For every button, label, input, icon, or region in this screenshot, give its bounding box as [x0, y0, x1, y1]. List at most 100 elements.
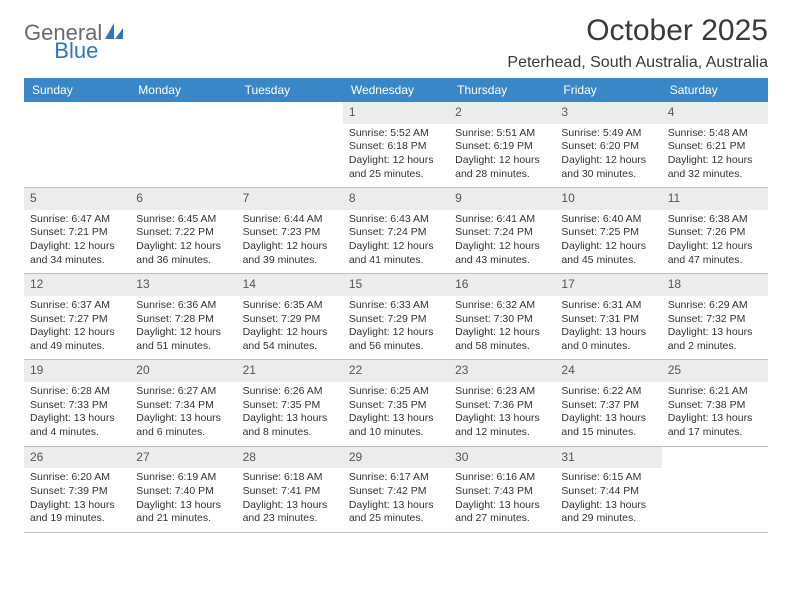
day-cell: 14Sunrise: 6:35 AMSunset: 7:29 PMDayligh…: [237, 274, 343, 359]
daylight1-text: Daylight: 13 hours: [455, 412, 549, 426]
daylight1-text: Daylight: 13 hours: [561, 326, 655, 340]
day-header-friday: Friday: [555, 78, 661, 102]
sunrise-text: Sunrise: 6:47 AM: [30, 213, 124, 227]
day-cell: [24, 102, 130, 187]
sunset-text: Sunset: 7:38 PM: [668, 399, 762, 413]
sunset-text: Sunset: 7:30 PM: [455, 313, 549, 327]
sunset-text: Sunset: 7:40 PM: [136, 485, 230, 499]
day-number: 25: [662, 360, 768, 382]
sunset-text: Sunset: 7:32 PM: [668, 313, 762, 327]
title-block: October 2025 Peterhead, South Australia,…: [507, 14, 768, 72]
daylight1-text: Daylight: 13 hours: [455, 499, 549, 513]
day-number: 4: [662, 102, 768, 124]
daylight1-text: Daylight: 12 hours: [349, 154, 443, 168]
day-number: 10: [555, 188, 661, 210]
sunset-text: Sunset: 7:35 PM: [243, 399, 337, 413]
sunset-text: Sunset: 7:41 PM: [243, 485, 337, 499]
sunset-text: Sunset: 7:34 PM: [136, 399, 230, 413]
day-number: 27: [130, 447, 236, 469]
sunset-text: Sunset: 7:26 PM: [668, 226, 762, 240]
sunset-text: Sunset: 7:39 PM: [30, 485, 124, 499]
daylight1-text: Daylight: 12 hours: [136, 326, 230, 340]
day-details: Sunrise: 6:15 AMSunset: 7:44 PMDaylight:…: [555, 468, 661, 532]
day-cell: 7Sunrise: 6:44 AMSunset: 7:23 PMDaylight…: [237, 188, 343, 273]
day-number: 14: [237, 274, 343, 296]
day-number: 31: [555, 447, 661, 469]
day-cell: 26Sunrise: 6:20 AMSunset: 7:39 PMDayligh…: [24, 447, 130, 532]
day-number: 24: [555, 360, 661, 382]
sunrise-text: Sunrise: 6:31 AM: [561, 299, 655, 313]
sunrise-text: Sunrise: 5:48 AM: [668, 127, 762, 141]
day-number: 22: [343, 360, 449, 382]
daylight1-text: Daylight: 13 hours: [349, 499, 443, 513]
day-details: Sunrise: 6:41 AMSunset: 7:24 PMDaylight:…: [449, 210, 555, 274]
sunrise-text: Sunrise: 6:19 AM: [136, 471, 230, 485]
sunset-text: Sunset: 7:31 PM: [561, 313, 655, 327]
sunrise-text: Sunrise: 6:21 AM: [668, 385, 762, 399]
daylight2-text: and 41 minutes.: [349, 254, 443, 268]
daylight2-text: and 49 minutes.: [30, 340, 124, 354]
sunset-text: Sunset: 6:20 PM: [561, 140, 655, 154]
daylight2-text: and 54 minutes.: [243, 340, 337, 354]
sunrise-text: Sunrise: 6:36 AM: [136, 299, 230, 313]
day-details: Sunrise: 6:32 AMSunset: 7:30 PMDaylight:…: [449, 296, 555, 360]
sunrise-text: Sunrise: 5:51 AM: [455, 127, 549, 141]
daylight1-text: Daylight: 12 hours: [455, 326, 549, 340]
sunset-text: Sunset: 7:21 PM: [30, 226, 124, 240]
day-number: 17: [555, 274, 661, 296]
week-row: 12Sunrise: 6:37 AMSunset: 7:27 PMDayligh…: [24, 274, 768, 360]
sunset-text: Sunset: 7:43 PM: [455, 485, 549, 499]
sunset-text: Sunset: 7:35 PM: [349, 399, 443, 413]
day-header-tuesday: Tuesday: [237, 78, 343, 102]
daylight2-text: and 27 minutes.: [455, 512, 549, 526]
week-row: 19Sunrise: 6:28 AMSunset: 7:33 PMDayligh…: [24, 360, 768, 446]
day-header-wednesday: Wednesday: [343, 78, 449, 102]
daylight2-text: and 29 minutes.: [561, 512, 655, 526]
daylight2-text: and 0 minutes.: [561, 340, 655, 354]
sunset-text: Sunset: 7:28 PM: [136, 313, 230, 327]
sunrise-text: Sunrise: 6:25 AM: [349, 385, 443, 399]
day-cell: 12Sunrise: 6:37 AMSunset: 7:27 PMDayligh…: [24, 274, 130, 359]
day-cell: 15Sunrise: 6:33 AMSunset: 7:29 PMDayligh…: [343, 274, 449, 359]
sunset-text: Sunset: 7:23 PM: [243, 226, 337, 240]
week-row: 5Sunrise: 6:47 AMSunset: 7:21 PMDaylight…: [24, 188, 768, 274]
day-cell: 21Sunrise: 6:26 AMSunset: 7:35 PMDayligh…: [237, 360, 343, 445]
day-number: 21: [237, 360, 343, 382]
day-header-thursday: Thursday: [449, 78, 555, 102]
sunrise-text: Sunrise: 6:22 AM: [561, 385, 655, 399]
day-number: 6: [130, 188, 236, 210]
day-cell: 28Sunrise: 6:18 AMSunset: 7:41 PMDayligh…: [237, 447, 343, 532]
daylight1-text: Daylight: 13 hours: [668, 412, 762, 426]
day-cell: 6Sunrise: 6:45 AMSunset: 7:22 PMDaylight…: [130, 188, 236, 273]
sunset-text: Sunset: 7:27 PM: [30, 313, 124, 327]
daylight2-text: and 19 minutes.: [30, 512, 124, 526]
day-number: 1: [343, 102, 449, 124]
daylight1-text: Daylight: 12 hours: [561, 154, 655, 168]
daylight1-text: Daylight: 12 hours: [668, 154, 762, 168]
sunset-text: Sunset: 7:24 PM: [455, 226, 549, 240]
day-details: Sunrise: 6:17 AMSunset: 7:42 PMDaylight:…: [343, 468, 449, 532]
daylight2-text: and 2 minutes.: [668, 340, 762, 354]
daylight2-text: and 30 minutes.: [561, 168, 655, 182]
day-number: 11: [662, 188, 768, 210]
daylight2-text: and 21 minutes.: [136, 512, 230, 526]
sunrise-text: Sunrise: 6:38 AM: [668, 213, 762, 227]
daylight1-text: Daylight: 12 hours: [243, 240, 337, 254]
day-number: 23: [449, 360, 555, 382]
daylight1-text: Daylight: 13 hours: [561, 499, 655, 513]
sunrise-text: Sunrise: 6:29 AM: [668, 299, 762, 313]
day-cell: 22Sunrise: 6:25 AMSunset: 7:35 PMDayligh…: [343, 360, 449, 445]
daylight1-text: Daylight: 13 hours: [30, 499, 124, 513]
daylight2-text: and 15 minutes.: [561, 426, 655, 440]
logo: General Blue: [24, 20, 172, 46]
daylight1-text: Daylight: 12 hours: [349, 240, 443, 254]
day-cell: 5Sunrise: 6:47 AMSunset: 7:21 PMDaylight…: [24, 188, 130, 273]
sunrise-text: Sunrise: 6:40 AM: [561, 213, 655, 227]
daylight2-text: and 43 minutes.: [455, 254, 549, 268]
page-title: October 2025: [507, 14, 768, 48]
day-cell: 16Sunrise: 6:32 AMSunset: 7:30 PMDayligh…: [449, 274, 555, 359]
sunrise-text: Sunrise: 6:44 AM: [243, 213, 337, 227]
daylight1-text: Daylight: 12 hours: [668, 240, 762, 254]
day-cell: 20Sunrise: 6:27 AMSunset: 7:34 PMDayligh…: [130, 360, 236, 445]
daylight2-text: and 32 minutes.: [668, 168, 762, 182]
